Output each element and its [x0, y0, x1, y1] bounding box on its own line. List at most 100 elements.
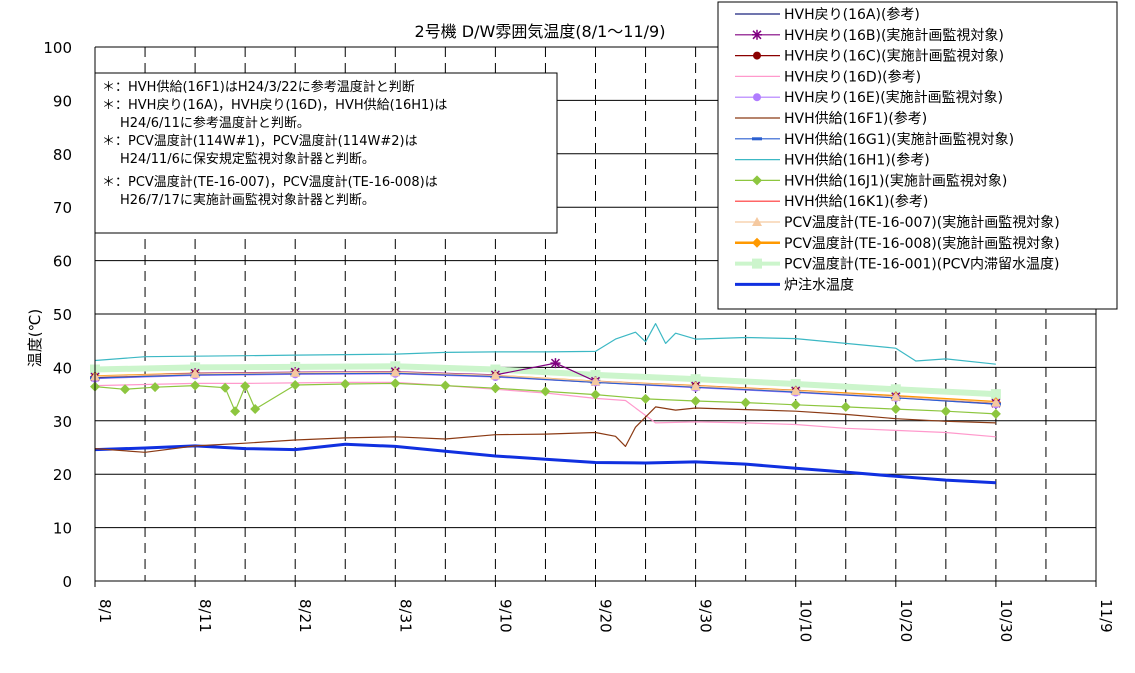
legend-item: HVH供給(16G1)(実施計画監視対象) [735, 131, 1014, 148]
y-tick-label: 20 [53, 466, 72, 484]
y-tick-label: 70 [53, 199, 72, 217]
legend-item: HVH供給(16J1)(実施計画監視対象) [735, 172, 1007, 189]
series-7 [94, 323, 996, 365]
series-point [230, 406, 241, 417]
annotation-line-5: H24/11/6に保安規定監視対象計器と判断。 [120, 151, 375, 167]
series-point [752, 175, 762, 186]
y-tick-label: 60 [53, 253, 72, 271]
legend: HVH戻り(16A)(参考) HVH戻り(16B)(実施計画監視対象) HVH戻り(… [717, 1, 1118, 310]
series-13 [94, 442, 996, 485]
legend-label: PCV温度計(TE-16-001)(PCV内滞留水温度) [784, 257, 1059, 273]
series-point [790, 378, 801, 389]
series-point [550, 358, 561, 369]
series-point [150, 382, 161, 393]
series-point [752, 237, 762, 248]
series-point [540, 386, 551, 397]
legend-label: HVH戻り(16D)(参考) [784, 68, 921, 85]
x-tick-label: 8/21 [296, 599, 314, 633]
legend-label: HVH供給(16G1)(実施計画監視対象) [784, 131, 1014, 148]
series-point [753, 51, 761, 60]
series-point [390, 367, 401, 377]
series-5 [94, 406, 996, 453]
legend-frame [717, 1, 1118, 310]
series-line [94, 363, 997, 398]
series-point [690, 374, 701, 385]
series-line [94, 372, 996, 405]
legend-label: HVH戻り(16C)(実施計画監視対象) [784, 48, 1004, 65]
x-tick-label: 9/30 [697, 599, 715, 633]
series-8 [90, 378, 1001, 419]
annotation-frame [94, 72, 558, 234]
legend-label: HVH戻り(16E)(実施計画監視対象) [784, 89, 1003, 106]
series-point [190, 368, 201, 378]
annotation-line-3: H24/6/11に参考温度計と判断。 [120, 115, 310, 131]
series-point [990, 397, 1001, 407]
series-line [94, 371, 996, 404]
series-point [890, 391, 901, 401]
legend-item: HVH戻り(16D)(参考) [735, 68, 921, 85]
series-point [490, 370, 501, 380]
series-point [590, 369, 601, 380]
series-point [490, 364, 501, 375]
x-tick-label: 11/9 [1097, 599, 1115, 633]
series-point [190, 362, 201, 373]
annotation-line-2: ＊：HVH戻り(16A)，HVH戻り(16D)，HVH供給(16H1)は [102, 98, 447, 113]
series-point [220, 382, 231, 393]
y-axis-label: 温度(℃) [26, 309, 44, 368]
legend-item: PCV温度計(TE-16-001)(PCV内滞留水温度) [735, 257, 1059, 273]
y-tick-label: 30 [53, 413, 72, 431]
legend-label: PCV温度計(TE-16-007)(実施計画監視対象) [784, 214, 1060, 231]
y-tick-label: 50 [53, 306, 72, 324]
annotation-line-1: ＊：HVH供給(16F1)はH24/3/22に参考温度計と判断 [102, 79, 415, 95]
series-line [94, 381, 996, 438]
series-line [94, 442, 996, 485]
x-tick-label: 9/20 [597, 599, 615, 633]
x-tick-label: 8/31 [396, 599, 414, 633]
series-point [240, 381, 251, 392]
series-point [340, 378, 351, 389]
series-point [890, 404, 901, 415]
series-point [690, 396, 701, 407]
x-tick-label: 9/10 [496, 599, 514, 633]
series-point [290, 361, 301, 372]
legend-label: HVH供給(16K1)(参考) [784, 193, 928, 210]
series-point [250, 404, 261, 415]
legend-item: HVH供給(16H1)(参考) [735, 152, 930, 169]
legend-label: HVH供給(16H1)(参考) [784, 152, 930, 169]
x-tick-label: 10/30 [997, 599, 1015, 642]
series-3 [94, 381, 996, 438]
plot-series [90, 323, 1001, 485]
legend-item: HVH戻り(16E)(実施計画監視対象) [735, 89, 1003, 106]
legend-item: PCV温度計(TE-16-008)(実施計画監視対象) [735, 235, 1060, 252]
legend-label: HVH供給(16F1)(参考) [784, 110, 927, 127]
annotation-box: ＊：HVH供給(16F1)はH24/3/22に参考温度計と判断 ＊：HVH戻り(… [94, 72, 558, 234]
y-tick-label: 90 [53, 92, 72, 110]
legend-label: HVH戻り(16B)(実施計画監視対象) [784, 27, 1004, 44]
series-point [190, 380, 201, 391]
series-point [990, 389, 1001, 400]
chart-title: 2号機 D/W雰囲気温度(8/1～11/9) [415, 22, 666, 41]
series-point [490, 383, 501, 394]
legend-label: PCV温度計(TE-16-008)(実施計画監視対象) [784, 235, 1060, 252]
series-point [590, 389, 601, 400]
series-line [94, 406, 996, 453]
legend-item: PCV温度計(TE-16-007)(実施計画監視対象) [735, 214, 1060, 231]
y-tick-label: 10 [53, 520, 72, 538]
series-10 [90, 367, 1001, 407]
axes: 0 10 20 30 40 50 60 70 80 90 100 8/1 8/11 8/21 8/31 9/1… [43, 39, 1115, 642]
series-point [752, 217, 762, 226]
series-line [94, 323, 996, 365]
series-point [640, 393, 651, 404]
legend-item: 炉注水温度 [735, 277, 854, 293]
series-point [840, 401, 851, 412]
series-point [590, 376, 601, 386]
legend-label: 炉注水温度 [784, 277, 854, 293]
legend-item: HVH戻り(16A)(参考) [735, 6, 920, 23]
series-point [120, 384, 131, 395]
y-tick-label: 80 [53, 146, 72, 164]
annotation-line-7: H26/7/17に実施計画監視対象計器と判断。 [120, 192, 375, 208]
series-point [940, 406, 951, 417]
x-tick-label: 8/11 [196, 599, 214, 633]
series-point [290, 380, 301, 391]
